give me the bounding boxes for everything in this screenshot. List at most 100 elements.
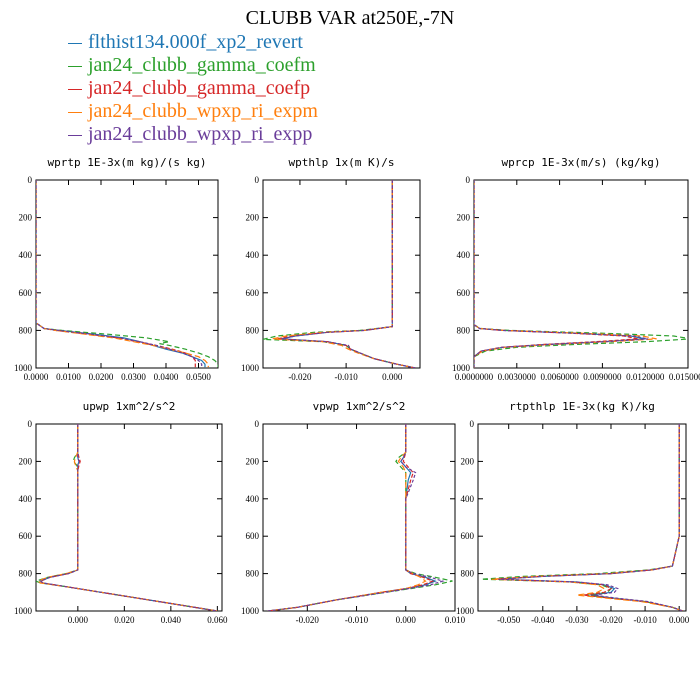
y-tick-label: 1000 xyxy=(456,606,475,616)
legend: flthist134.000f_xp2_revert jan24_clubb_g… xyxy=(68,31,318,146)
panel-3: upwp 1xm^2/s^2 0 200 400 600 800 1000 0.000 0.02… xyxy=(14,400,228,625)
legend-item: flthist134.000f_xp2_revert xyxy=(68,31,318,54)
y-tick-label: 800 xyxy=(457,325,471,335)
y-tick-label: 400 xyxy=(19,494,33,504)
plot-frame xyxy=(473,179,689,369)
x-tick-label: -0.010 xyxy=(345,615,369,625)
series-line-4 xyxy=(267,424,445,611)
y-tick-label: 200 xyxy=(19,213,33,223)
legend-label: jan24_clubb_gamma_coefm xyxy=(88,54,316,76)
series-line-4 xyxy=(36,180,203,368)
y-tick-label: 0 xyxy=(466,175,471,185)
series-line-4 xyxy=(39,424,218,611)
panel-title: wprcp 1E-3x(m/s) (kg/kg) xyxy=(502,156,661,169)
x-tick-label: 0.0100 xyxy=(56,372,81,382)
legend-label: jan24_clubb_wpxp_ri_expp xyxy=(88,123,313,145)
x-tick-label: 0.0090000 xyxy=(583,372,622,382)
series-line-1 xyxy=(36,180,218,368)
y-tick-label: 800 xyxy=(19,569,33,579)
series-line-0 xyxy=(267,424,437,611)
panel-2: wprcp 1E-3x(m/s) (kg/kg) 0 200 400 600 800 100… xyxy=(452,156,700,382)
panel-title: rtpthlp 1E-3x(kg K)/kg xyxy=(509,400,655,413)
legend-label: jan24_clubb_wpxp_ri_expm xyxy=(88,100,318,122)
series-line-0 xyxy=(498,424,683,611)
x-tick-label: 0.0000000 xyxy=(455,372,494,382)
panel-title: vpwp 1xm^2/s^2 xyxy=(313,400,406,413)
legend-item: jan24_clubb_gamma_coefp xyxy=(68,77,318,100)
x-tick-label: 0.0120000 xyxy=(626,372,665,382)
series-line-4 xyxy=(498,424,683,611)
panel-title: wprtp 1E-3x(m kg)/(s kg) xyxy=(48,156,207,169)
y-tick-label: 800 xyxy=(246,569,260,579)
panel-title: upwp 1xm^2/s^2 xyxy=(83,400,176,413)
y-tick-label: 200 xyxy=(461,456,475,466)
legend-swatch xyxy=(68,134,82,136)
y-tick-label: 400 xyxy=(19,250,33,260)
legend-label: flthist134.000f_xp2_revert xyxy=(88,31,303,53)
y-tick-label: 1000 xyxy=(452,363,471,373)
y-tick-label: 200 xyxy=(19,456,33,466)
x-tick-label: -0.030 xyxy=(565,615,589,625)
chart-title: CLUBB VAR at250E,-7N xyxy=(245,7,455,29)
series-line-1 xyxy=(267,424,453,611)
plot-frame xyxy=(262,423,456,612)
panel-0: wprtp 1E-3x(m kg)/(s kg) 0 200 400 600 800 100… xyxy=(14,156,219,382)
panel-4: vpwp 1xm^2/s^2 0 200 400 600 800 1000 -0.020 -0.… xyxy=(241,400,466,625)
legend-label: jan24_clubb_gamma_coefp xyxy=(88,77,311,99)
x-tick-label: 0.0300 xyxy=(121,372,146,382)
x-tick-label: -0.010 xyxy=(633,615,657,625)
panel-1: wpthlp 1x(m K)/s 0 200 400 600 800 1000 -0.020 -… xyxy=(241,156,421,382)
y-tick-label: 600 xyxy=(461,531,475,541)
x-tick-label: 0.000 xyxy=(396,615,417,625)
y-tick-label: 600 xyxy=(246,531,260,541)
y-tick-label: 800 xyxy=(246,325,260,335)
x-tick-label: 0.010 xyxy=(445,615,466,625)
x-tick-label: 0.0000 xyxy=(24,372,49,382)
y-tick-label: 0 xyxy=(255,175,260,185)
y-tick-label: 800 xyxy=(461,569,475,579)
y-tick-label: 400 xyxy=(246,494,260,504)
x-tick-label: 0.0500 xyxy=(186,372,211,382)
y-tick-label: 1000 xyxy=(241,363,260,373)
series-line-3 xyxy=(37,424,218,611)
plot-frame xyxy=(35,423,223,612)
series-line-1 xyxy=(36,424,218,611)
series-line-3 xyxy=(491,424,683,611)
x-tick-label: 0.000 xyxy=(382,372,403,382)
y-tick-label: 1000 xyxy=(14,606,33,616)
series-line-0 xyxy=(474,180,646,368)
y-tick-label: 0 xyxy=(28,419,33,429)
series-line-3 xyxy=(267,424,427,611)
x-tick-label: 0.000 xyxy=(669,615,690,625)
x-tick-label: -0.020 xyxy=(599,615,623,625)
x-tick-label: -0.020 xyxy=(296,615,320,625)
plot-frame xyxy=(262,179,421,369)
panel-title: wpthlp 1x(m K)/s xyxy=(289,156,395,169)
series-line-2 xyxy=(474,180,639,368)
y-tick-label: 200 xyxy=(457,213,471,223)
y-tick-label: 1000 xyxy=(14,363,33,373)
x-tick-label: 0.020 xyxy=(114,615,135,625)
x-tick-label: 0.0060000 xyxy=(540,372,579,382)
x-tick-label: 0.0400 xyxy=(154,372,179,382)
legend-swatch xyxy=(68,42,82,44)
y-tick-label: 200 xyxy=(246,456,260,466)
y-tick-label: 600 xyxy=(246,288,260,298)
series-line-4 xyxy=(474,180,649,368)
x-tick-label: 0.040 xyxy=(161,615,182,625)
plot-frame xyxy=(477,423,687,612)
y-tick-label: 400 xyxy=(461,494,475,504)
series-line-4 xyxy=(281,180,416,368)
y-tick-label: 400 xyxy=(246,250,260,260)
y-tick-label: 0 xyxy=(470,419,475,429)
x-tick-label: 0.0200 xyxy=(89,372,114,382)
x-tick-label: 0.000 xyxy=(68,615,89,625)
y-tick-label: 1000 xyxy=(241,606,260,616)
x-tick-label: -0.010 xyxy=(334,372,358,382)
y-tick-label: 600 xyxy=(457,288,471,298)
legend-item: jan24_clubb_gamma_coefm xyxy=(68,54,318,77)
x-tick-label: -0.050 xyxy=(497,615,521,625)
legend-swatch xyxy=(68,88,82,90)
legend-swatch xyxy=(68,111,82,113)
